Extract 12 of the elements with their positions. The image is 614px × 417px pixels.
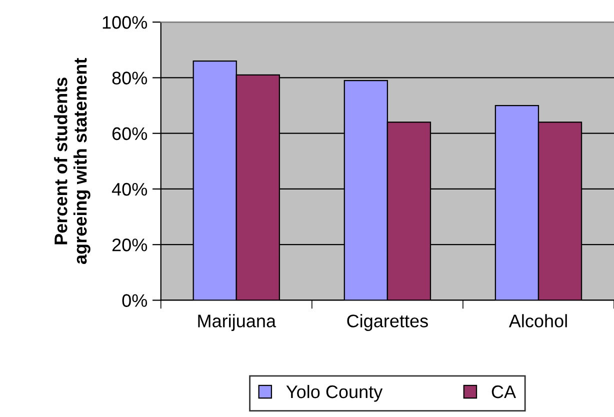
x-tick-label: Alcohol <box>508 314 567 328</box>
y-tick-label: 20% <box>112 238 148 252</box>
y-axis-title: Percent of students agreeing with statement <box>54 58 90 264</box>
x-tick-label: Cigarettes <box>347 314 428 331</box>
x-tick-label: Marijuana <box>198 314 276 331</box>
y-tick-label: 0% <box>122 294 148 307</box>
y-tick-label: 80% <box>112 72 148 84</box>
legend-label: CA <box>492 385 516 398</box>
y-tick-label: 100% <box>102 16 148 29</box>
y-tick-label: 40% <box>112 182 148 196</box>
y-tick-label: 60% <box>112 127 148 140</box>
legend-label: Yolo County <box>286 384 383 402</box>
